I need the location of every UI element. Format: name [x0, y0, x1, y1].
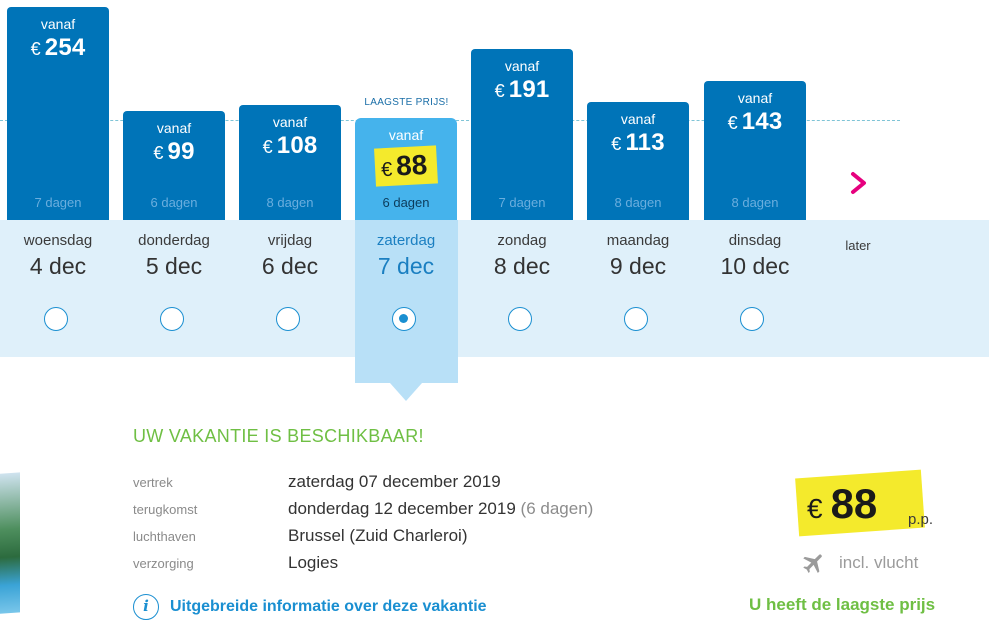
price-bar[interactable]: vanaf €191 7 dagen	[471, 49, 573, 220]
availability-title: UW VAKANTIE IS BESCHIKBAAR!	[133, 426, 424, 446]
bar-price: €113	[611, 129, 665, 156]
trip-duration: 6 dagen	[150, 195, 198, 210]
lowest-price-message: U heeft de laagste prijs	[749, 595, 936, 614]
return-value: donderdag 12 december 2019 (6 dagen)	[288, 499, 594, 518]
per-person-label: p.p.	[908, 511, 934, 528]
date-option[interactable]: zondag 8 dec	[471, 232, 573, 280]
weekday-label: zondag	[497, 232, 547, 249]
total-price: € 88	[807, 480, 878, 527]
date-label: 9 dec	[609, 253, 667, 279]
hotel-thumbnail[interactable]	[0, 472, 20, 616]
date-radio[interactable]	[276, 307, 300, 331]
from-label: vanaf	[620, 111, 656, 127]
trip-duration: 8 dagen	[266, 195, 314, 210]
weekday-label: zaterdag	[376, 232, 436, 249]
trip-duration: 8 dagen	[614, 195, 662, 210]
bar-price: €99	[153, 138, 195, 165]
date-label: 8 dec	[493, 253, 551, 279]
trip-duration: 7 dagen	[34, 195, 82, 210]
date-label: 4 dec	[29, 253, 87, 279]
from-label: vanaf	[40, 16, 76, 32]
date-label: 10 dec	[720, 253, 790, 279]
airplane-icon	[803, 554, 822, 573]
weekday-label: woensdag	[23, 232, 93, 249]
price-bar[interactable]: vanaf €254 7 dagen	[7, 7, 109, 220]
price-bar[interactable]: vanaf €108 8 dagen	[239, 105, 341, 220]
chevron-right-icon[interactable]	[846, 168, 872, 198]
weekday-label: vrijdag	[267, 232, 313, 249]
date-radio[interactable]	[740, 307, 764, 331]
price-bar[interactable]: vanaf €143 8 dagen	[704, 81, 806, 220]
date-option[interactable]: donderdag 5 dec	[123, 232, 225, 280]
price-bar[interactable]: vanaf €99 6 dagen	[123, 111, 225, 220]
more-info-text: Uitgebreide informatie over deze vakanti…	[170, 598, 487, 615]
departure-label: vertrek	[133, 475, 173, 490]
bar-price: €254	[30, 34, 86, 61]
board-label: verzorging	[133, 556, 194, 571]
trip-duration: 8 dagen	[731, 195, 779, 210]
from-label: vanaf	[388, 127, 424, 143]
date-radio[interactable]	[624, 307, 648, 331]
price-bar-selected[interactable]: vanaf €88 6 dagen	[355, 118, 457, 220]
board-value: Logies	[288, 553, 339, 572]
bar-price: €143	[727, 108, 783, 135]
from-label: vanaf	[272, 114, 308, 130]
date-label: 6 dec	[261, 253, 319, 279]
weekday-label: maandag	[606, 232, 670, 249]
departure-value: zaterdag 07 december 2019	[288, 472, 501, 491]
date-radio[interactable]	[160, 307, 184, 331]
price-bar[interactable]: vanaf €113 8 dagen	[587, 102, 689, 220]
return-duration: (6 dagen)	[520, 499, 594, 518]
info-icon: i	[133, 594, 159, 620]
weekday-label: donderdag	[138, 232, 210, 249]
lowest-price-highlight: €88	[373, 145, 439, 187]
more-info-link[interactable]: i Uitgebreide informatie over deze vakan…	[133, 594, 487, 620]
date-option[interactable]: dinsdag 10 dec	[704, 232, 806, 280]
date-option[interactable]: woensdag 4 dec	[7, 232, 109, 280]
date-option[interactable]: maandag 9 dec	[587, 232, 689, 280]
airport-value: Brussel (Zuid Charleroi)	[288, 526, 468, 545]
from-label: vanaf	[504, 58, 540, 74]
weekday-label: dinsdag	[728, 232, 782, 249]
selected-date-pointer	[390, 383, 422, 401]
date-strip	[0, 220, 989, 357]
airport-label: luchthaven	[133, 529, 196, 544]
from-label: vanaf	[737, 90, 773, 106]
return-label: terugkomst	[133, 502, 198, 517]
from-label: vanaf	[156, 120, 192, 136]
trip-duration: 6 dagen	[382, 195, 430, 210]
date-option-selected[interactable]: zaterdag 7 dec	[355, 232, 457, 280]
date-label: 7 dec	[377, 253, 435, 279]
date-option[interactable]: vrijdag 6 dec	[239, 232, 341, 280]
flight-included: incl. vlucht	[801, 550, 918, 576]
date-label: 5 dec	[145, 253, 203, 279]
flight-text: incl. vlucht	[839, 553, 919, 572]
later-dates-link[interactable]: later	[845, 238, 871, 253]
selected-date-column	[355, 220, 458, 383]
lowest-price-label: LAAGSTE PRIJS!	[364, 97, 449, 108]
trip-duration: 7 dagen	[498, 195, 546, 210]
bar-price: €108	[262, 132, 318, 159]
date-radio[interactable]	[508, 307, 532, 331]
date-radio[interactable]	[44, 307, 68, 331]
bar-price: €191	[494, 76, 550, 103]
date-radio-selected[interactable]	[392, 307, 416, 331]
